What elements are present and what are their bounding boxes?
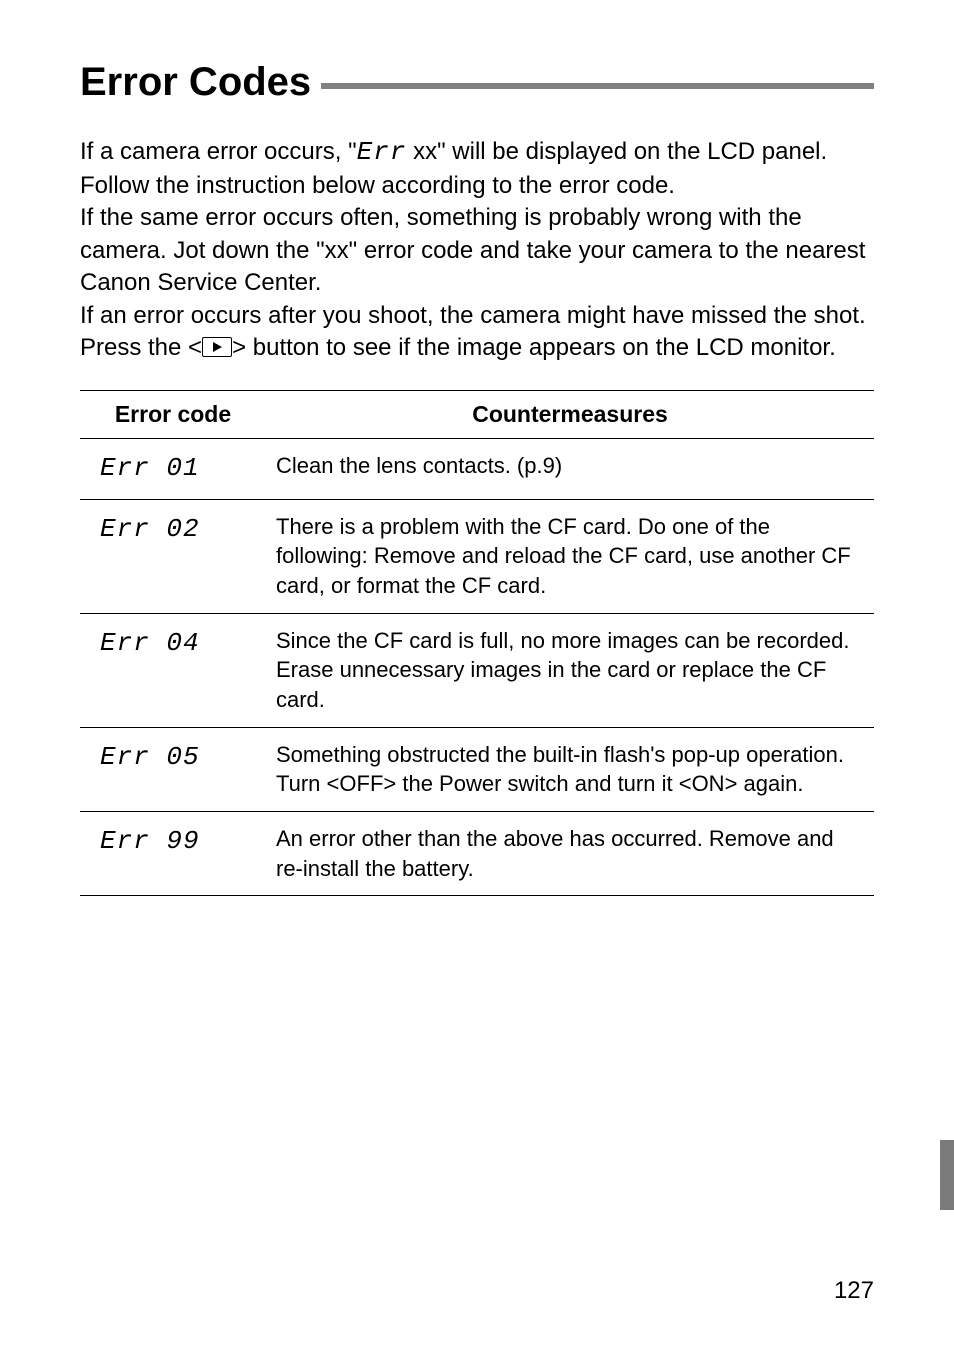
row4-text-a: Something obstructed the built-in flash'… [276,742,844,767]
page-number: 127 [834,1277,874,1305]
header-countermeasures: Countermeasures [266,391,874,439]
table-row: Err 99 An error other than the above has… [80,812,874,896]
row4-text-b2: > the Power switch and turn it < [383,771,691,796]
on-label: ON [692,771,725,796]
row4-text-b1: Turn < [276,771,339,796]
table-row: Err 01 Clean the lens contacts. (p.9) [80,439,874,499]
off-label: OFF [339,771,383,796]
countermeasure-cell: Since the CF card is full, no more image… [266,613,874,727]
countermeasure-cell: There is a problem with the CF card. Do … [266,499,874,613]
page: Error Codes If a camera error occurs, "E… [0,0,954,1345]
header-error-code: Error code [80,391,266,439]
table-row: Err 02 There is a problem with the CF ca… [80,499,874,613]
page-title: Error Codes [80,60,317,105]
err-glyph: Err [357,137,407,167]
error-code-cell: Err 99 [80,812,266,896]
countermeasure-cell: Something obstructed the built-in flash'… [266,727,874,811]
play-icon [202,337,232,357]
intro-p2: If the same error occurs often, somethin… [80,204,865,296]
countermeasure-cell: Clean the lens contacts. (p.9) [266,439,874,499]
error-code-cell: Err 04 [80,613,266,727]
table-row: Err 05 Something obstructed the built-in… [80,727,874,811]
title-rule [321,83,874,89]
intro-p1a: If a camera error occurs, " [80,138,357,165]
intro-p3b: > button to see if the image appears on … [232,334,836,361]
error-code-cell: Err 01 [80,439,266,499]
table-header-row: Error code Countermeasures [80,391,874,439]
error-code-cell: Err 05 [80,727,266,811]
intro-text: If a camera error occurs, "Err xx" will … [80,135,874,364]
title-row: Error Codes [80,60,874,105]
row4-text-b3: > again. [725,771,804,796]
table-row: Err 04 Since the CF card is full, no mor… [80,613,874,727]
countermeasure-cell: An error other than the above has occurr… [266,812,874,896]
error-code-cell: Err 02 [80,499,266,613]
side-tab [940,1140,954,1210]
error-table: Error code Countermeasures Err 01 Clean … [80,390,874,896]
